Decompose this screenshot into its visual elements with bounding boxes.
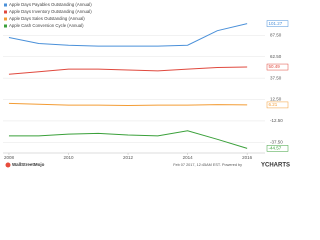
brand: WallStreetMojo bbox=[12, 162, 45, 167]
brand-icon bbox=[5, 162, 11, 168]
series-line bbox=[8, 23, 248, 47]
y-tick-label: 37.50 bbox=[270, 75, 282, 80]
series-line bbox=[8, 66, 248, 75]
y-tick-label: -12.50 bbox=[270, 118, 283, 123]
legend-swatch bbox=[4, 3, 7, 7]
ycharts-logo: YCHARTS bbox=[261, 163, 290, 169]
x-tick-label: 2014 bbox=[183, 155, 194, 160]
legend-box bbox=[2, 1, 122, 33]
end-label-box bbox=[266, 20, 289, 27]
end-label-box bbox=[266, 145, 289, 152]
legend-label: Apple Days Inventory Outstanding (Annual… bbox=[9, 9, 92, 14]
x-tick-label: 2008 bbox=[4, 155, 15, 160]
series-line bbox=[8, 102, 248, 107]
legend-swatch bbox=[4, 10, 7, 14]
timestamp: Feb 07 2017, 12:45AM EST. Powered by bbox=[173, 163, 242, 167]
legend-label: Apple Cash Conversion Cycle (Annual) bbox=[9, 23, 84, 28]
legend-swatch bbox=[4, 24, 7, 28]
y-tick-label: 12.50 bbox=[270, 97, 282, 102]
y-tick-label: 87.50 bbox=[270, 33, 282, 38]
end-label-box bbox=[266, 63, 289, 71]
end-label: 6.21 bbox=[269, 102, 278, 107]
end-label-box bbox=[266, 101, 289, 109]
end-label: -44.57 bbox=[269, 146, 282, 151]
series-line bbox=[8, 130, 248, 149]
end-label: 101.27 bbox=[269, 21, 283, 26]
x-tick-label: 2012 bbox=[123, 155, 134, 160]
legend-label: Apple Days Sales Outstanding (Annual) bbox=[9, 16, 85, 21]
legend-label: Apple Days Payables Outstanding (Annual) bbox=[9, 2, 92, 7]
y-tick-label: -37.50 bbox=[270, 139, 283, 144]
y-tick-label: 62.50 bbox=[270, 54, 282, 59]
end-label: 50.49 bbox=[269, 64, 281, 69]
x-tick-label: 2016 bbox=[242, 155, 253, 160]
chart: WallStreetMojo Feb 07 2017, 12:45AM EST.… bbox=[2, 1, 290, 169]
legend-swatch bbox=[4, 17, 7, 21]
x-tick-label: 2010 bbox=[63, 155, 74, 160]
